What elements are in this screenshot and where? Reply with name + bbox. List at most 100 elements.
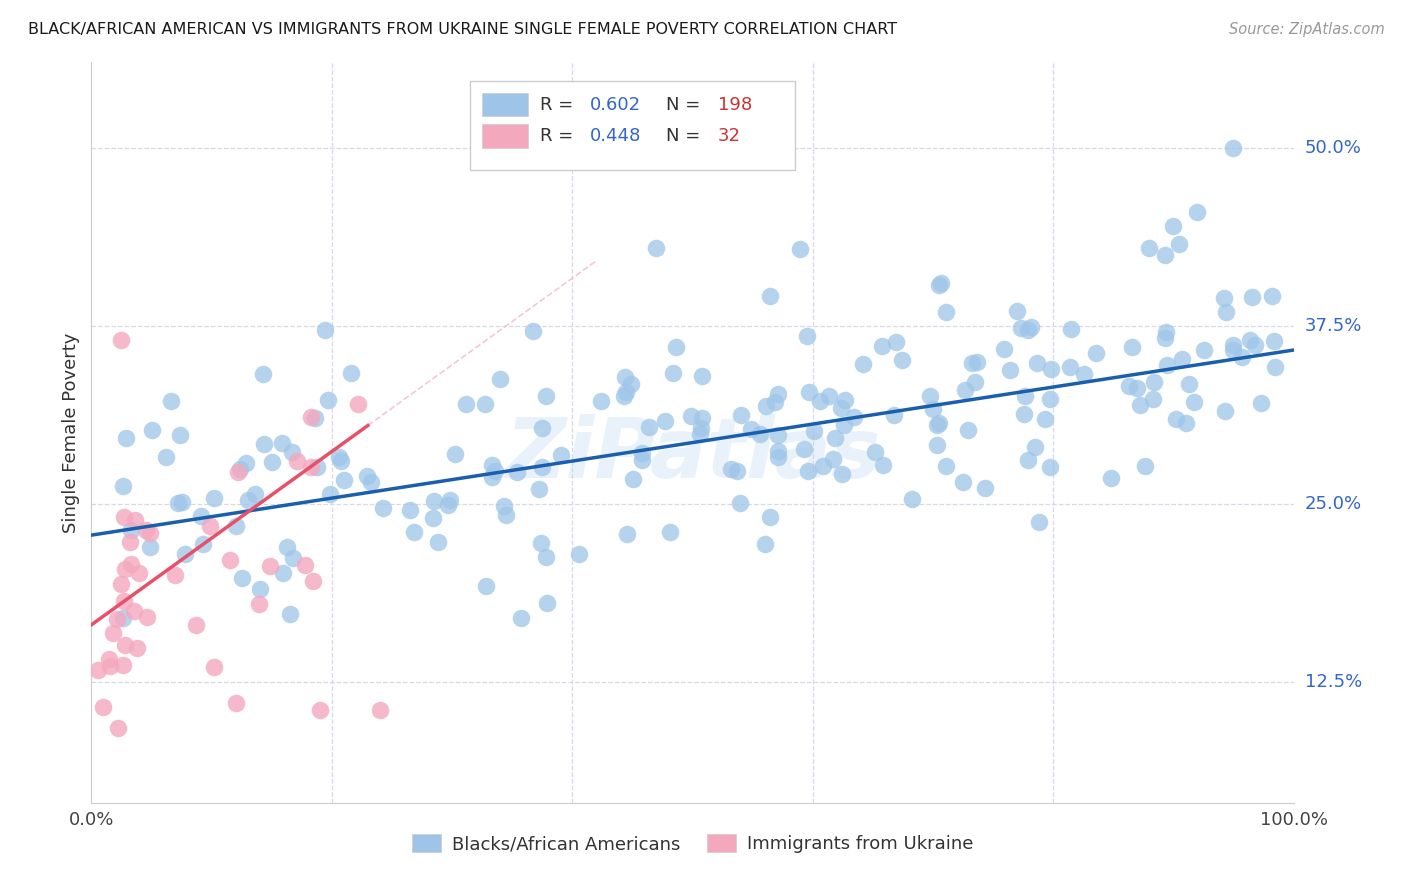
Point xyxy=(803,424,825,438)
Point xyxy=(437,498,460,512)
Point xyxy=(439,493,461,508)
Point xyxy=(863,445,886,459)
Point xyxy=(91,699,114,714)
Point xyxy=(1175,416,1198,430)
Point xyxy=(659,524,682,539)
Point xyxy=(725,464,748,478)
Point xyxy=(956,423,979,437)
Point xyxy=(229,462,252,476)
Point xyxy=(654,414,676,428)
Point xyxy=(283,550,305,565)
Text: R =: R = xyxy=(540,127,579,145)
Point xyxy=(299,460,322,475)
Point xyxy=(360,475,382,489)
Point xyxy=(190,509,212,524)
Point xyxy=(299,410,322,425)
Point xyxy=(766,444,789,458)
Point xyxy=(474,397,496,411)
Point xyxy=(118,534,141,549)
Point xyxy=(925,437,948,451)
Point xyxy=(630,446,652,460)
Point xyxy=(87,663,110,677)
Point xyxy=(202,491,225,505)
Point xyxy=(115,431,138,445)
Point xyxy=(1039,392,1062,406)
Point xyxy=(755,400,778,414)
Point xyxy=(613,389,636,403)
Point xyxy=(1005,304,1028,318)
Point xyxy=(531,460,554,475)
Point xyxy=(169,428,191,442)
Point xyxy=(824,431,846,445)
Point xyxy=(530,535,553,549)
Point xyxy=(495,508,517,522)
Text: N =: N = xyxy=(666,127,706,145)
Point xyxy=(935,459,957,474)
Point xyxy=(120,558,142,572)
Point xyxy=(112,510,135,524)
Point xyxy=(141,423,163,437)
Text: 25.0%: 25.0% xyxy=(1305,495,1362,513)
Point xyxy=(202,659,225,673)
Point xyxy=(1014,389,1036,403)
Point xyxy=(252,368,274,382)
Point xyxy=(766,450,789,464)
Point xyxy=(1028,516,1050,530)
Point xyxy=(235,456,257,470)
Point xyxy=(1164,412,1187,426)
Point xyxy=(808,394,831,409)
Point xyxy=(1153,331,1175,345)
Point xyxy=(891,352,914,367)
Point xyxy=(225,518,247,533)
Point xyxy=(1059,359,1081,374)
Text: ZiPatlas: ZiPatlas xyxy=(505,414,880,495)
Point xyxy=(730,495,752,509)
Point xyxy=(993,342,1015,356)
Point xyxy=(928,278,950,293)
Point xyxy=(1244,338,1267,352)
Point xyxy=(259,559,281,574)
Point xyxy=(98,652,121,666)
Point xyxy=(347,397,370,411)
Point xyxy=(1263,334,1285,349)
Point xyxy=(690,421,713,435)
Point xyxy=(536,596,558,610)
Point xyxy=(510,610,533,624)
Point xyxy=(925,418,948,433)
FancyBboxPatch shape xyxy=(482,93,527,117)
Point xyxy=(974,481,997,495)
Point xyxy=(1039,362,1062,376)
Point xyxy=(1213,291,1236,305)
Point xyxy=(522,324,544,338)
Point xyxy=(1060,322,1083,336)
Point xyxy=(591,394,613,409)
Point xyxy=(423,493,446,508)
Point xyxy=(763,394,786,409)
Point xyxy=(426,535,449,549)
Point xyxy=(1168,237,1191,252)
Point xyxy=(534,549,557,564)
Point xyxy=(128,566,150,581)
Point xyxy=(186,618,208,632)
Point xyxy=(1012,407,1035,421)
Point xyxy=(506,465,529,479)
Point xyxy=(1261,289,1284,303)
Point xyxy=(139,525,162,540)
Point xyxy=(1073,367,1095,381)
Point xyxy=(135,523,157,537)
Point xyxy=(1154,248,1177,262)
Point xyxy=(304,411,326,425)
Point xyxy=(112,594,135,608)
Point xyxy=(225,696,247,710)
Point xyxy=(962,356,984,370)
Point xyxy=(613,370,636,384)
Y-axis label: Single Female Poverty: Single Female Poverty xyxy=(62,333,80,533)
Point xyxy=(105,612,128,626)
Point xyxy=(748,426,770,441)
Point xyxy=(818,389,841,403)
Point xyxy=(1126,381,1149,395)
Point xyxy=(111,610,134,624)
Point xyxy=(103,626,125,640)
Point xyxy=(645,240,668,255)
Point xyxy=(928,416,950,430)
